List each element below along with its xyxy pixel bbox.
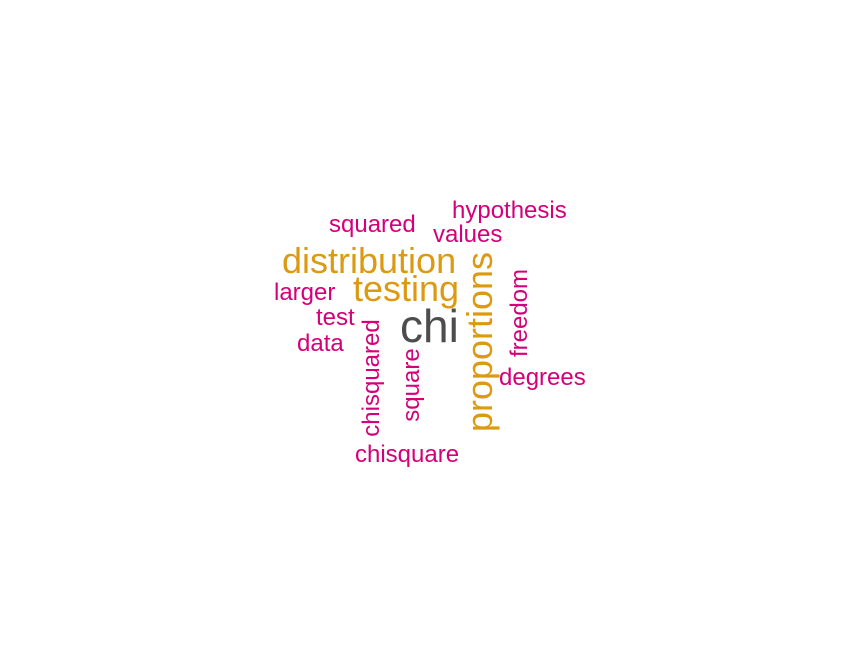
word-hypothesis: hypothesis [452, 197, 567, 224]
word-test: test [316, 304, 355, 331]
word-larger: larger [274, 279, 336, 306]
word-values: values [433, 221, 503, 248]
word-testing: testing [353, 268, 460, 309]
word-square: square [398, 348, 425, 422]
word-proportions: proportions [459, 251, 500, 433]
word-data: data [297, 330, 344, 357]
word-squared: squared [329, 211, 416, 238]
word-chi: chi [400, 300, 459, 352]
word-chisquare: chisquare [355, 441, 460, 468]
word-degrees: degrees [499, 364, 586, 391]
word-distribution: distribution [282, 240, 457, 281]
word-chisquared: chisquared [358, 319, 385, 437]
word-freedom: freedom [506, 268, 533, 358]
